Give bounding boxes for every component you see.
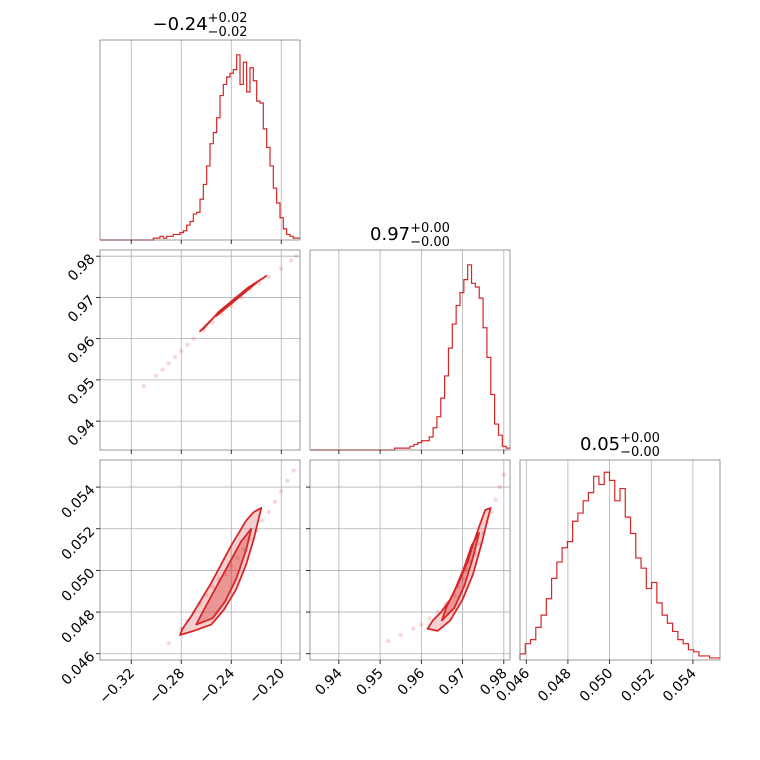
panel-frame: [309, 249, 511, 451]
sample-point: [410, 626, 416, 631]
y-tick-label: 0.050: [59, 565, 99, 605]
x-tick-label: 0.95: [354, 666, 387, 699]
x-tick-label: 0.052: [618, 666, 658, 706]
sample-point: [398, 632, 403, 638]
pair-panel-0: 0.94 0.95 0.96 0.97 0.98: [65, 249, 301, 454]
x-tick-label: 0.050: [577, 666, 617, 706]
sample-point: [266, 509, 271, 515]
sample-point: [191, 336, 196, 341]
sample-point: [285, 478, 290, 484]
y-tick-label: 0.94: [65, 416, 98, 449]
sample-point: [241, 547, 246, 552]
hist-panel-0: −0.24+0.02 −0.02: [99, 11, 301, 244]
y-tick-label: 0.052: [59, 524, 99, 564]
sample-point: [464, 568, 469, 573]
sample-point: [279, 266, 284, 271]
sample-point: [294, 253, 299, 259]
pair-panel-1: −0.32 −0.28 −0.24 −0.20 0.0460.0480.0500.052…: [59, 459, 301, 708]
contour-level-1: [441, 532, 480, 622]
sample-point: [291, 468, 296, 473]
contour-level-1: [215, 282, 258, 317]
pair-content: [386, 472, 507, 644]
sample-point: [235, 555, 240, 561]
y-tick-label: 0.96: [65, 334, 98, 367]
panel-frame: [309, 459, 511, 661]
x-tick-label: 0.96: [395, 665, 428, 698]
y-tick-label: 0.046: [59, 649, 99, 689]
hist-panel-1: 0.97+0.00 −0.00: [309, 221, 511, 454]
sample-point: [210, 584, 215, 590]
histogram-step: [519, 471, 720, 660]
sample-point: [497, 484, 502, 490]
x-tick-label: −0.20: [246, 666, 288, 708]
sample-point: [179, 348, 184, 354]
sample-point: [229, 564, 234, 569]
contour-level-1: [195, 527, 253, 626]
sample-point: [172, 355, 178, 360]
y-tick-label: 0.97: [65, 292, 98, 325]
panel-frame: [519, 459, 721, 661]
param-title: 0.97+0.00 −0.00: [370, 221, 450, 250]
panel-frame: [99, 249, 301, 451]
sample-point: [272, 499, 278, 504]
param-title: −0.24+0.02 −0.02: [152, 11, 247, 40]
sample-point: [419, 622, 424, 627]
sample-point: [141, 383, 146, 389]
sample-point: [493, 497, 498, 502]
y-tick-label: 0.98: [65, 251, 98, 284]
contour-level-0: [199, 275, 268, 333]
y-tick-label: 0.048: [59, 607, 99, 647]
x-tick-label: 0.97: [436, 666, 469, 699]
x-tick-label: 0.94: [312, 665, 345, 698]
y-tick-label: 0.054: [59, 482, 99, 522]
sample-point: [386, 639, 391, 644]
sample-point: [260, 518, 265, 523]
sample-point: [427, 616, 432, 621]
panel-frame: [99, 39, 301, 241]
panel-frame: [99, 459, 301, 661]
sample-point: [160, 367, 165, 372]
histogram-step: [100, 54, 300, 241]
sample-point: [279, 489, 284, 494]
sample-point: [266, 274, 271, 280]
sample-point: [166, 361, 171, 366]
pair-content: [166, 468, 296, 646]
pair-panel-2: 0.94 0.95 0.96 0.97 0.98: [306, 459, 511, 699]
histogram-step: [310, 264, 510, 451]
sample-point: [476, 541, 482, 546]
param-title: 0.05+0.00 −0.00: [580, 431, 660, 460]
sample-point: [185, 342, 190, 348]
y-tick-label: 0.95: [65, 375, 98, 408]
x-tick-label: −0.24: [196, 665, 238, 707]
x-tick-label: 0.054: [660, 665, 700, 705]
x-tick-label: −0.32: [96, 666, 138, 708]
pair-content: [141, 253, 299, 389]
x-tick-label: −0.28: [146, 666, 188, 708]
sample-point: [501, 472, 507, 477]
contour-level-0: [179, 507, 263, 636]
x-tick-label: 0.048: [535, 666, 575, 706]
sample-point: [289, 258, 294, 263]
sample-point: [154, 373, 159, 378]
sample-point: [166, 641, 171, 646]
